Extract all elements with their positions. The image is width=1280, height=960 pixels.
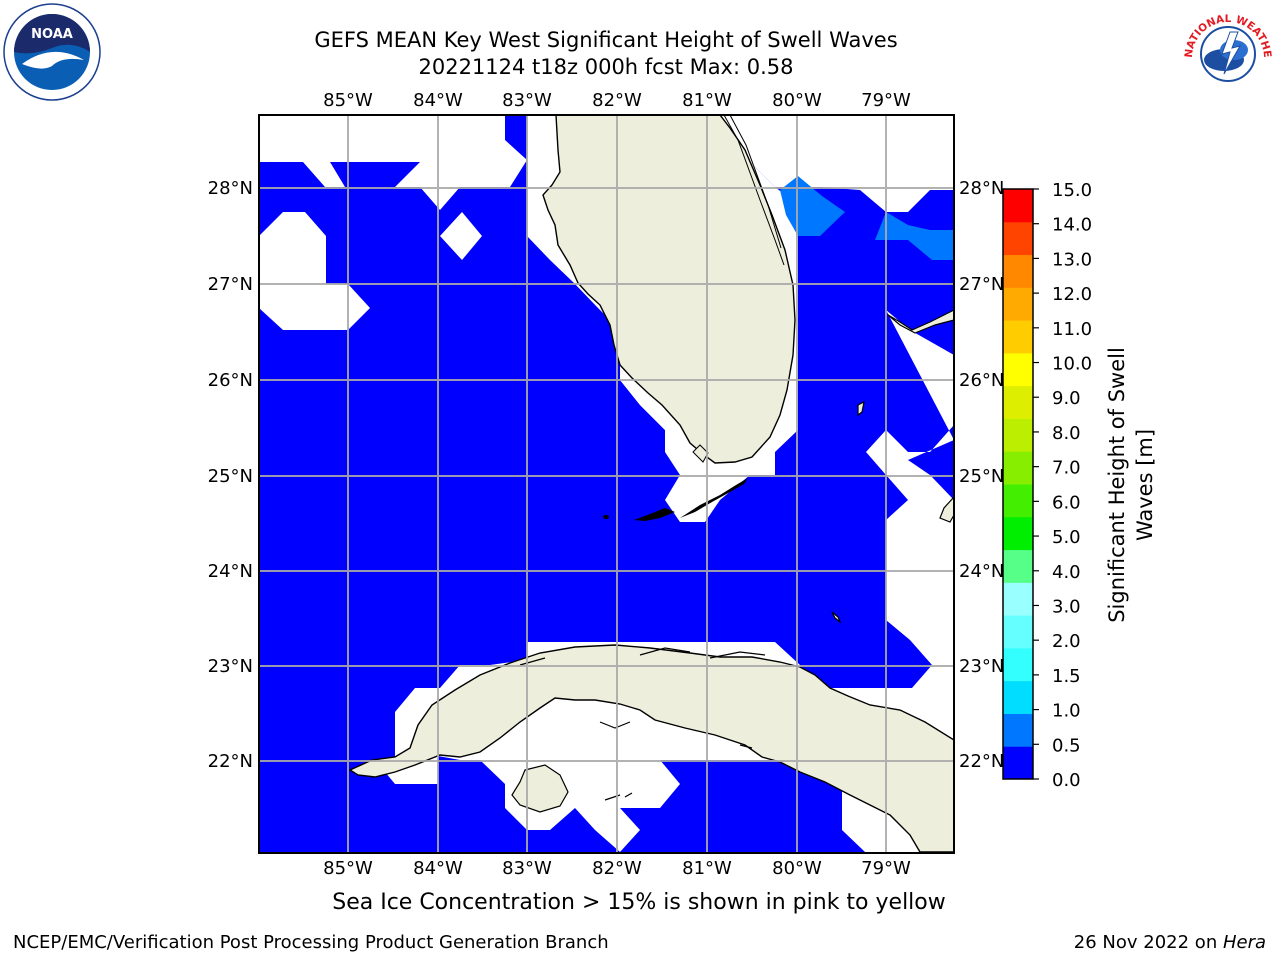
- colorbar-tick-label: 1.5: [1052, 666, 1081, 687]
- colorbar-tick-label: 1.0: [1052, 701, 1081, 722]
- colorbar-tick-label: 0.5: [1052, 735, 1081, 756]
- colorbar-tick-label: 3.0: [1052, 596, 1081, 617]
- lon-tick-bottom: 82°W: [592, 858, 642, 879]
- colorbar-segment: [1003, 287, 1033, 321]
- colorbar-segment: [1003, 254, 1033, 288]
- chart-title: GEFS MEAN Key West Significant Height of…: [314, 28, 898, 52]
- lat-tick-right: 23°N: [959, 656, 1004, 677]
- noaa-logo: NOAA: [2, 2, 102, 102]
- colorbar-tick-label: 9.0: [1052, 388, 1081, 409]
- cuba-land: [348, 644, 955, 853]
- colorbar-segment: [1003, 385, 1033, 419]
- colorbar-segment: [1003, 713, 1033, 747]
- footer-host: Hera: [1222, 932, 1266, 953]
- chart-subtitle: 20221124 t18z 000h fcst Max: 0.58: [418, 55, 794, 79]
- colorbar-segment: [1003, 221, 1033, 256]
- footer-date: 26 Nov 2022 on Hera: [1074, 932, 1266, 953]
- lon-tick-top: 84°W: [413, 90, 463, 111]
- lat-tick-left: 24°N: [208, 561, 253, 582]
- lat-tick-left: 22°N: [208, 751, 253, 772]
- florida-land: [542, 114, 796, 464]
- nws-logo: NATIONAL WEATHER SERVICE: [1174, 0, 1278, 102]
- lat-tick-left: 25°N: [208, 466, 253, 487]
- lon-tick-bottom: 83°W: [502, 858, 552, 879]
- lat-tick-left: 28°N: [208, 178, 253, 199]
- colorbar-segment: [1003, 352, 1033, 387]
- lon-tick-bottom: 79°W: [861, 858, 911, 879]
- footer-date-text: 26 Nov 2022 on: [1073, 932, 1223, 953]
- map-gridlines: [259, 115, 954, 853]
- colorbar-tick-label: 11.0: [1052, 319, 1092, 340]
- lon-tick-top: 83°W: [502, 90, 552, 111]
- colorbar-segment: [1003, 582, 1033, 616]
- lat-tick-right: 25°N: [959, 466, 1004, 487]
- lon-tick-bottom: 81°W: [682, 858, 732, 879]
- colorbar-segment: [1003, 647, 1033, 682]
- sea-ice-note: Sea Ice Concentration > 15% is shown in …: [332, 890, 946, 915]
- lat-tick-right: 28°N: [959, 178, 1004, 199]
- colorbar-tick-label: 8.0: [1052, 423, 1081, 444]
- lon-tick-top: 82°W: [592, 90, 642, 111]
- lon-tick-top: 79°W: [861, 90, 911, 111]
- footer-credit: NCEP/EMC/Verification Post Processing Pr…: [13, 932, 609, 953]
- colorbar-segment: [1003, 746, 1033, 780]
- lon-tick-top: 85°W: [323, 90, 373, 111]
- colorbar-ticks: 0.0 0.5 1.0 1.5 2.0 3.0 4.0 5.0 6.0 7.0 8.0 9.0 10.0…: [1033, 180, 1092, 791]
- lat-tick-left: 23°N: [208, 656, 253, 677]
- colorbar-tick-label: 6.0: [1052, 492, 1081, 513]
- colorbar-segment: [1003, 189, 1033, 223]
- colorbar-segment: [1003, 451, 1033, 485]
- colorbar-segment: [1003, 549, 1033, 583]
- noaa-logo-text: NOAA: [31, 27, 73, 42]
- lat-tick-left: 26°N: [208, 370, 253, 391]
- colorbar-tick-label: 5.0: [1052, 527, 1081, 548]
- lon-tick-top: 81°W: [682, 90, 732, 111]
- colorbar-tick-label: 13.0: [1052, 249, 1092, 270]
- lon-tick-top: 80°W: [772, 90, 822, 111]
- colorbar-tick-label: 0.0: [1052, 770, 1081, 791]
- colorbar-label: Significant Height of Swell: [1105, 347, 1129, 623]
- colorbar-segment: [1003, 418, 1033, 452]
- colorbar-frame: [1002, 188, 1034, 780]
- colorbar-tick-label: 2.0: [1052, 631, 1081, 652]
- colorbar-tick-label: 15.0: [1052, 180, 1092, 201]
- colorbar-tick-label: 7.0: [1052, 458, 1081, 479]
- lat-tick-right: 22°N: [959, 751, 1004, 772]
- colorbar-segment: [1003, 516, 1033, 551]
- lat-tick-right: 27°N: [959, 274, 1004, 295]
- colorbar: [1003, 189, 1033, 780]
- lat-tick-right: 26°N: [959, 370, 1004, 391]
- colorbar-tick-label: 14.0: [1052, 215, 1092, 236]
- colorbar-segment: [1003, 484, 1033, 518]
- colorbar-segment: [1003, 680, 1033, 714]
- lon-tick-bottom: 80°W: [772, 858, 822, 879]
- lat-tick-right: 24°N: [959, 561, 1004, 582]
- lat-tick-left: 27°N: [208, 274, 253, 295]
- colorbar-label: Waves [m]: [1133, 429, 1157, 541]
- colorbar-tick-label: 10.0: [1052, 354, 1092, 375]
- lon-tick-bottom: 84°W: [413, 858, 463, 879]
- florida-keys: [603, 478, 748, 521]
- colorbar-segment: [1003, 320, 1033, 354]
- cuba-cays: [519, 647, 766, 801]
- map-frame: [258, 114, 955, 854]
- lon-tick-bottom: 85°W: [323, 858, 373, 879]
- colorbar-tick-label: 4.0: [1052, 562, 1081, 583]
- colorbar-segment: [1003, 615, 1033, 649]
- colorbar-tick-label: 12.0: [1052, 284, 1092, 305]
